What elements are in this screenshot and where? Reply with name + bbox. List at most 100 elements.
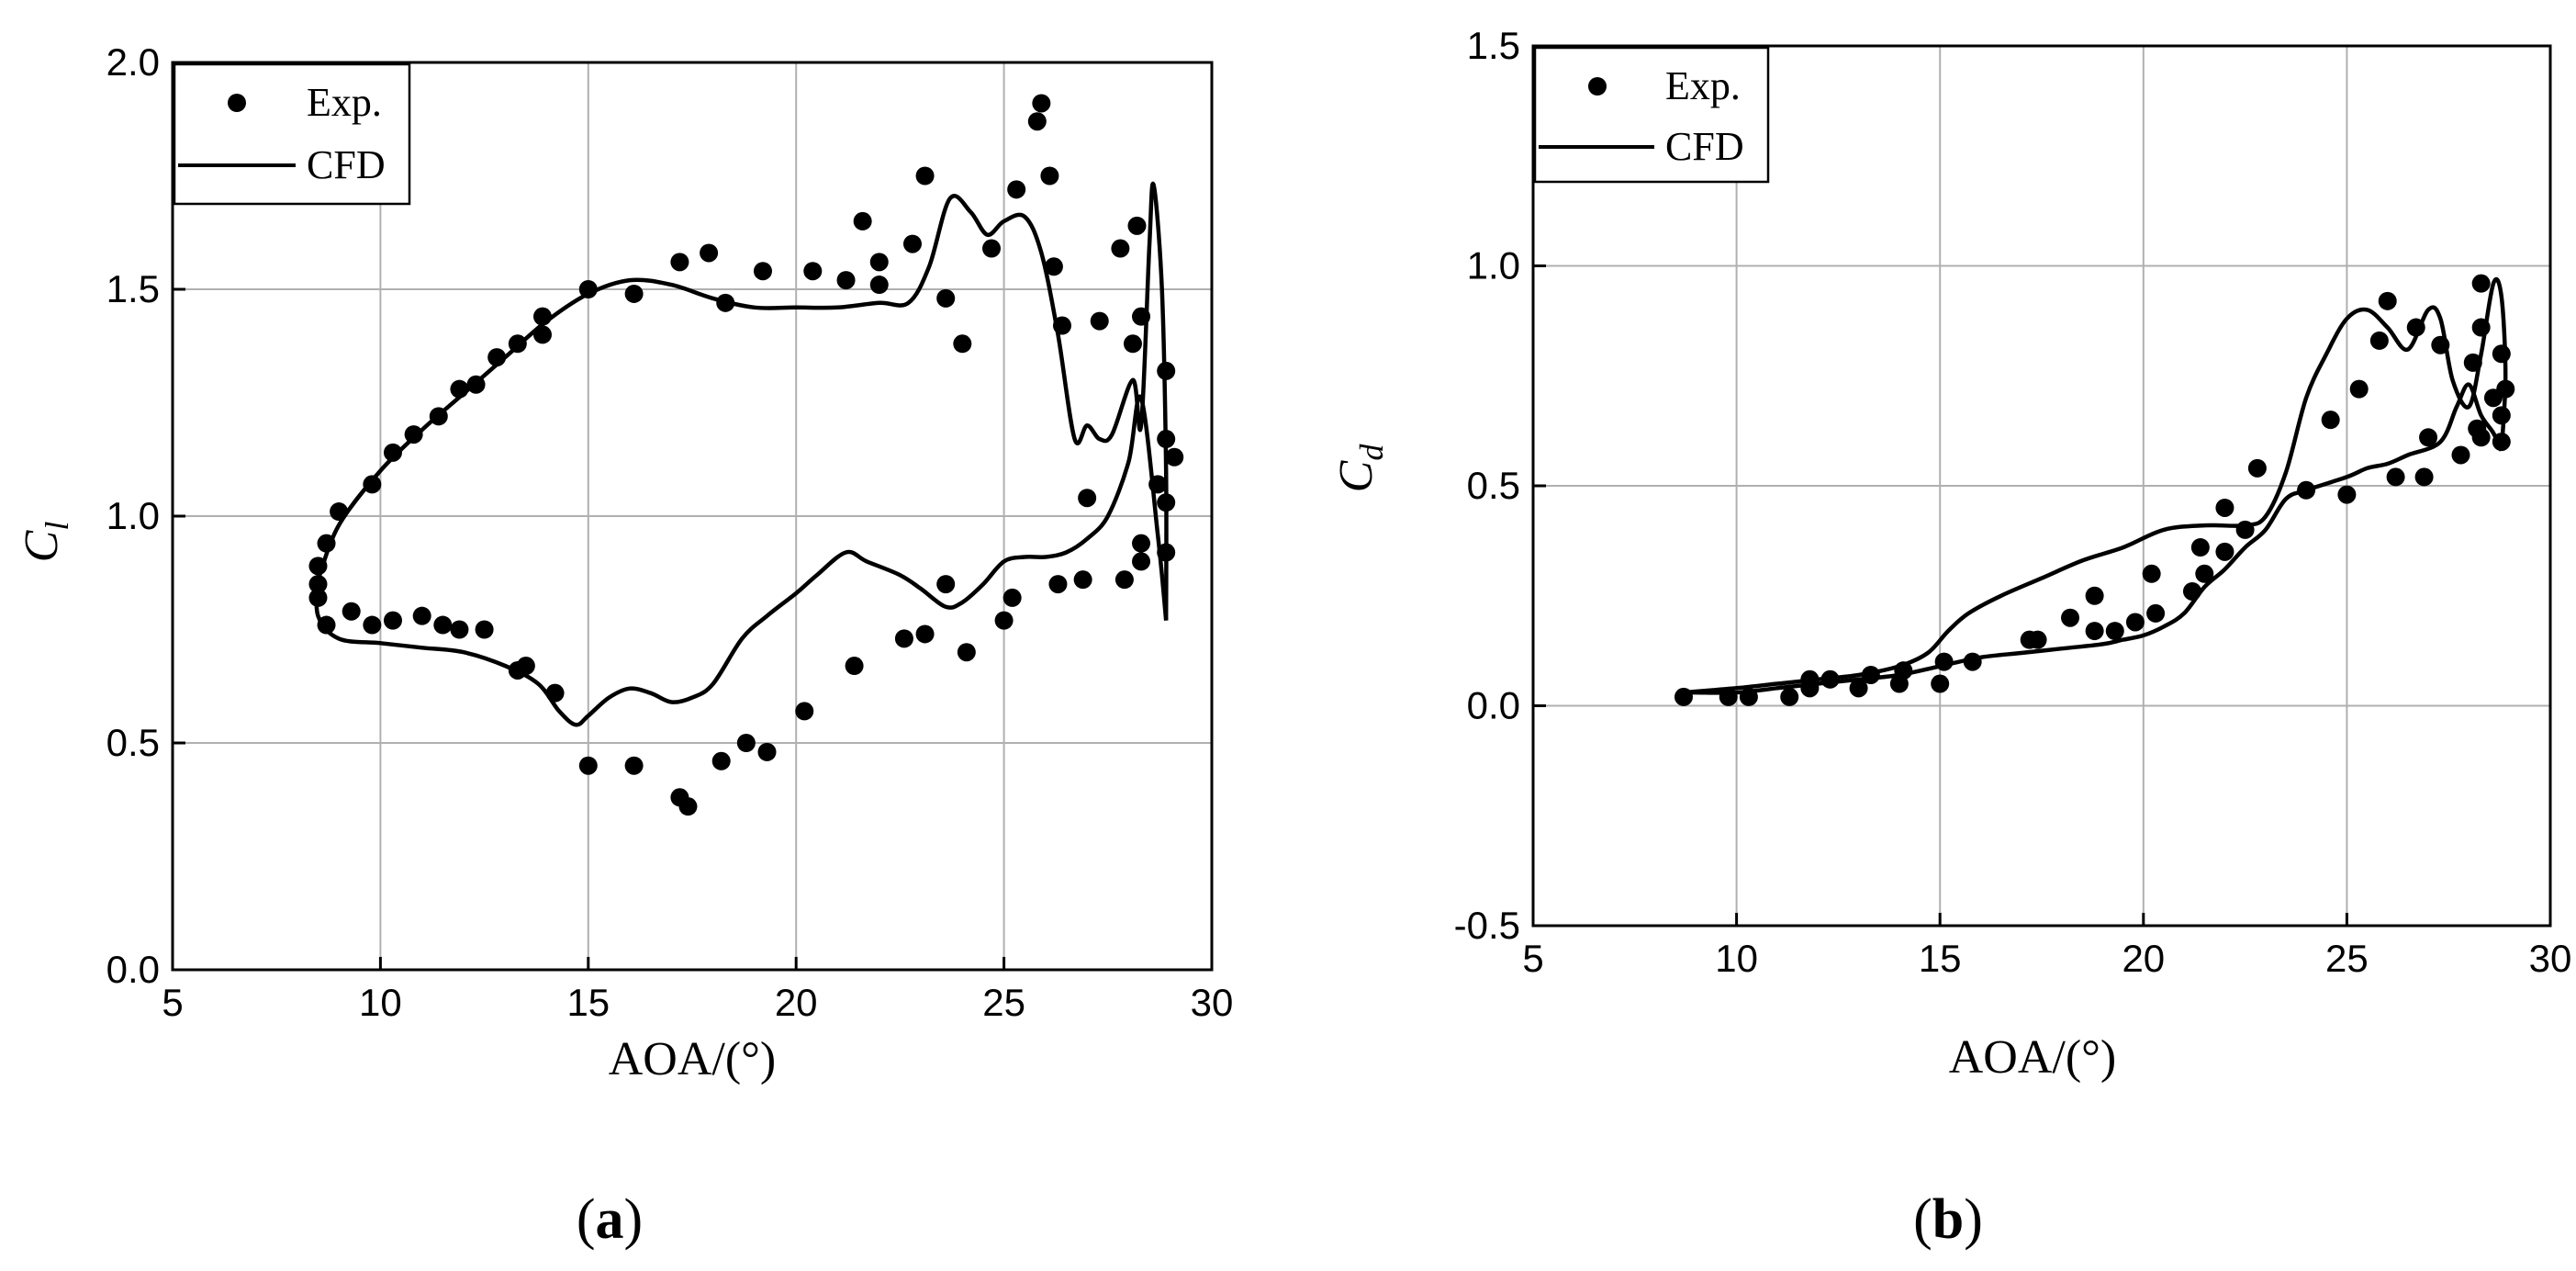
y-tick-label: 1.0 bbox=[106, 494, 160, 537]
exp-point bbox=[994, 611, 1014, 630]
exp-point bbox=[2146, 603, 2166, 623]
exp-point bbox=[2085, 586, 2104, 605]
x-axis-ticks: 5 10 15 20 25 30 bbox=[1522, 913, 2571, 980]
exp-point bbox=[2431, 335, 2450, 354]
exp-point bbox=[342, 602, 361, 621]
cfd-line-segment bbox=[1683, 276, 2508, 695]
exp-point bbox=[736, 734, 756, 752]
exp-point bbox=[2297, 480, 2316, 500]
legend-box bbox=[1533, 46, 1770, 184]
y-tick-label: 1.0 bbox=[1467, 244, 1520, 287]
panel-label-b: (b) bbox=[1913, 1188, 1983, 1251]
exp-point bbox=[1048, 575, 1068, 594]
exp-point bbox=[2492, 433, 2511, 452]
exp-point bbox=[330, 502, 349, 522]
exp-point bbox=[894, 629, 913, 648]
x-axis-label: AOA/(°) bbox=[1949, 1031, 2117, 1084]
exp-point bbox=[795, 702, 814, 721]
exp-point bbox=[1849, 679, 1868, 698]
exp-point bbox=[1780, 687, 1799, 706]
y-tick-label: 0.5 bbox=[1467, 464, 1520, 507]
exp-point bbox=[915, 624, 935, 644]
y-axis-label-main: C bbox=[16, 529, 68, 562]
exp-point bbox=[363, 475, 382, 494]
panel-letter-a: a bbox=[596, 1188, 624, 1251]
exp-point bbox=[624, 284, 644, 303]
y-axis-label-sub: l bbox=[39, 522, 75, 531]
y-axis-label: Cl bbox=[16, 522, 75, 563]
exp-point bbox=[957, 643, 976, 662]
exp-point bbox=[1078, 489, 1097, 508]
x-tick-label: 10 bbox=[1715, 937, 1758, 980]
x-tick-label: 10 bbox=[359, 981, 402, 1024]
exp-point bbox=[2337, 485, 2357, 504]
exp-point bbox=[716, 293, 735, 312]
exp-point bbox=[532, 307, 552, 326]
exp-point bbox=[2386, 467, 2405, 487]
x-tick-label: 15 bbox=[566, 981, 610, 1024]
exp-point bbox=[317, 534, 336, 553]
exp-point bbox=[2471, 428, 2491, 447]
exp-point bbox=[2028, 630, 2047, 649]
y-tick-label: 1.5 bbox=[1467, 24, 1520, 67]
exp-point bbox=[2182, 581, 2201, 601]
exp-point bbox=[1114, 570, 1134, 590]
grid-lines bbox=[1533, 46, 2550, 926]
exp-point bbox=[753, 262, 772, 281]
exp-point bbox=[2406, 318, 2425, 337]
exp-point bbox=[2492, 344, 2511, 364]
exp-point bbox=[1820, 669, 1840, 689]
cfd-line-segment bbox=[1684, 382, 2503, 695]
exp-point bbox=[1073, 570, 1092, 590]
exp-point bbox=[2471, 274, 2491, 293]
exp-point bbox=[1002, 588, 1022, 607]
legend-marker-exp bbox=[228, 94, 246, 112]
exp-point bbox=[2378, 291, 2397, 310]
exp-point bbox=[2451, 445, 2470, 465]
exp-point bbox=[1861, 665, 1880, 684]
y-axis-label-sub: d bbox=[1353, 444, 1390, 461]
exp-point bbox=[466, 375, 486, 394]
y-axis-label: Cd bbox=[1330, 444, 1390, 493]
exp-point bbox=[1027, 112, 1047, 131]
exp-point bbox=[1148, 475, 1168, 494]
exp-point bbox=[1111, 239, 1130, 258]
exp-point bbox=[1090, 311, 1109, 331]
exp-point bbox=[532, 325, 552, 344]
exp-point bbox=[936, 288, 956, 308]
exp-point bbox=[508, 334, 527, 354]
exp-point bbox=[1127, 216, 1147, 235]
exp-point bbox=[2125, 613, 2145, 632]
panel-label-a: (a) bbox=[577, 1188, 643, 1251]
exp-point bbox=[1963, 652, 1982, 671]
exp-point bbox=[2235, 520, 2255, 539]
exp-point bbox=[869, 253, 889, 272]
exp-point bbox=[670, 788, 689, 807]
exp-point bbox=[953, 334, 972, 354]
exp-point bbox=[2369, 331, 2389, 350]
exp-point bbox=[1157, 543, 1176, 562]
exp-point bbox=[2142, 564, 2161, 583]
legend-marker-exp bbox=[1588, 77, 1607, 96]
exp-point bbox=[1132, 307, 1151, 326]
exp-point bbox=[308, 557, 328, 576]
exp-point bbox=[1132, 534, 1151, 553]
exp-point bbox=[1894, 661, 1913, 680]
y-tick-label: 0.5 bbox=[106, 721, 160, 764]
exp-point bbox=[2195, 564, 2214, 583]
exp-point bbox=[2471, 318, 2491, 337]
exp-point bbox=[450, 379, 469, 399]
y-tick-label: 0.0 bbox=[106, 948, 160, 991]
exp-point bbox=[1165, 447, 1184, 467]
x-axis-label: AOA/(°) bbox=[609, 1033, 777, 1085]
x-tick-label: 20 bbox=[2122, 937, 2165, 980]
exp-point bbox=[1157, 430, 1176, 449]
exp-point bbox=[383, 443, 402, 462]
exp-point bbox=[2215, 498, 2234, 517]
exp-point bbox=[1132, 552, 1151, 571]
exp-point bbox=[1032, 94, 1051, 113]
exp-point bbox=[1931, 674, 1950, 693]
exp-point bbox=[487, 348, 507, 367]
exp-point bbox=[869, 276, 889, 295]
